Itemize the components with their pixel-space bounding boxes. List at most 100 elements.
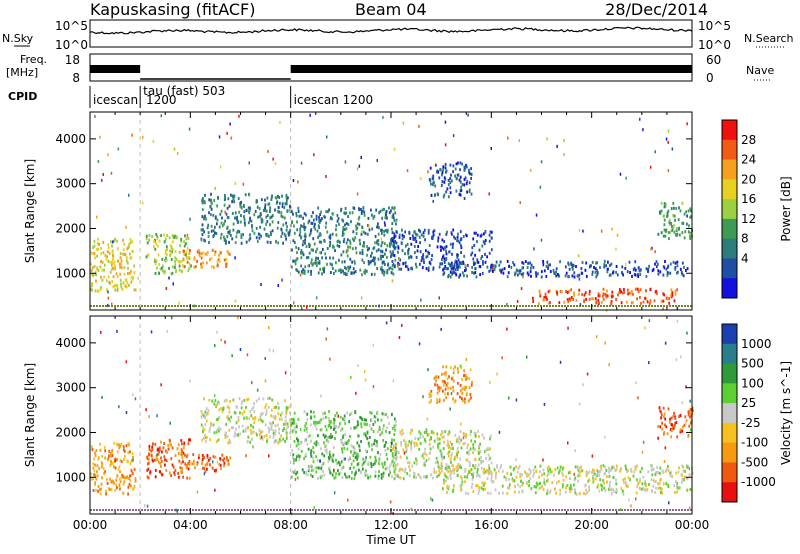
velocity-cell xyxy=(187,442,190,446)
power-scatter-cell xyxy=(99,135,101,139)
velocity-ytick-label: 4000 xyxy=(55,336,86,350)
power-cell xyxy=(306,256,308,260)
power-cell xyxy=(339,240,341,244)
velocity-cell xyxy=(601,488,603,492)
power-cell xyxy=(663,214,666,218)
power-cell xyxy=(689,207,692,211)
power-cell xyxy=(631,274,633,278)
velocity-cell xyxy=(405,447,408,451)
power-cell xyxy=(436,245,439,249)
power-cell xyxy=(122,238,124,242)
velocity-cell xyxy=(406,461,409,465)
power-cell xyxy=(342,240,345,244)
noise-left-tick-top: 10^5 xyxy=(55,19,88,33)
velocity-cell xyxy=(533,472,535,475)
velocity-cell xyxy=(454,433,457,437)
velocity-cell xyxy=(453,467,456,471)
power-cell xyxy=(395,241,398,245)
velocity-cell xyxy=(379,433,382,437)
velocity-cell xyxy=(167,444,170,447)
velocity-cell xyxy=(568,486,571,490)
velocity-cell xyxy=(393,456,396,460)
power-cell xyxy=(612,271,614,275)
velocity-cell xyxy=(528,467,531,471)
velocity-cell xyxy=(690,421,692,425)
velocity-scatter-cell xyxy=(573,472,575,476)
power-ground-cell xyxy=(537,305,539,307)
velocity-cell xyxy=(327,417,330,420)
power-cell xyxy=(626,288,629,292)
power-cell xyxy=(204,239,207,243)
power-cell xyxy=(146,254,149,258)
power-cell xyxy=(390,238,392,242)
power-ground-cell xyxy=(156,305,158,307)
power-cell xyxy=(169,244,172,247)
velocity-cell xyxy=(134,479,137,483)
velocity-cell xyxy=(525,480,528,484)
velocity-cell xyxy=(254,416,257,419)
velocity-cell xyxy=(122,475,125,479)
velocity-cell xyxy=(249,440,252,444)
velocity-cell xyxy=(198,453,200,457)
velocity-cell xyxy=(489,447,491,451)
velocity-cell xyxy=(570,487,572,491)
velocity-cell xyxy=(395,456,398,460)
velocity-cell xyxy=(495,473,497,477)
velocity-cell xyxy=(443,372,446,376)
power-cell xyxy=(427,231,430,235)
power-scatter-cell xyxy=(358,164,361,168)
velocity-cell xyxy=(410,444,413,448)
power-cell xyxy=(168,266,170,270)
power-cell xyxy=(473,231,476,235)
power-cell xyxy=(465,268,467,272)
power-cell xyxy=(598,294,601,298)
velocity-cell xyxy=(160,456,162,460)
power-cell xyxy=(616,273,619,277)
velocity-cell xyxy=(380,418,383,422)
power-scatter-cell xyxy=(578,277,581,281)
velocity-cell xyxy=(588,488,590,492)
power-cell xyxy=(226,250,229,253)
power-cell xyxy=(209,205,212,209)
power-cell xyxy=(318,219,320,223)
velocity-cell xyxy=(546,479,549,483)
velocity-cell xyxy=(673,484,676,488)
velocity-cell xyxy=(237,416,240,419)
power-cell xyxy=(624,266,627,270)
power-cell xyxy=(223,198,226,202)
power-scatter-cell xyxy=(676,306,679,310)
velocity-cell xyxy=(674,421,676,425)
velocity-cell xyxy=(472,490,475,493)
power-cell xyxy=(414,262,417,266)
power-scatter-cell xyxy=(464,264,467,267)
power-cell xyxy=(381,268,383,272)
power-cell xyxy=(398,267,401,271)
power-scatter-cell xyxy=(507,136,509,140)
velocity-cell xyxy=(303,471,305,474)
velocity-scatter-cell xyxy=(574,449,576,453)
power-cell xyxy=(292,239,295,243)
velocity-cell xyxy=(435,379,437,383)
velocity-cell xyxy=(569,470,572,474)
power-ground-cell xyxy=(666,305,668,307)
power-cell xyxy=(235,216,237,220)
velocity-cell xyxy=(327,460,330,464)
velocity-cell xyxy=(532,468,535,472)
velocity-cell xyxy=(123,480,126,484)
power-cell xyxy=(445,245,448,249)
power-cell xyxy=(591,272,594,276)
velocity-cell xyxy=(424,463,426,467)
power-cell xyxy=(353,271,355,275)
velocity-cell xyxy=(404,467,407,471)
velocity-cell xyxy=(303,428,306,432)
velocity-cell xyxy=(180,470,183,473)
power-cell xyxy=(396,230,398,234)
power-scatter-cell xyxy=(395,230,397,233)
velocity-cell xyxy=(446,377,449,381)
power-cell xyxy=(479,234,482,238)
power-scatter-cell xyxy=(361,230,363,234)
velocity-ground-cell xyxy=(501,509,503,511)
power-cell xyxy=(657,262,659,266)
velocity-scatter-cell xyxy=(146,504,149,508)
velocity-scatter-cell xyxy=(427,368,429,372)
